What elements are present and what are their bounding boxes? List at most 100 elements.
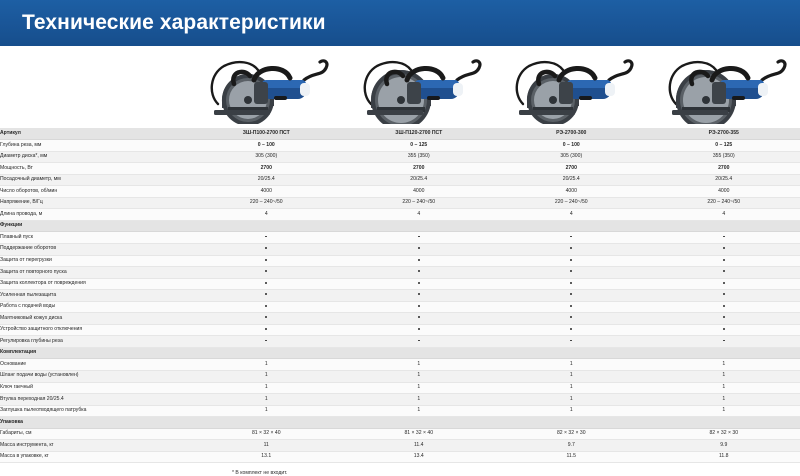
cell-r1-c2: 0 – 125 bbox=[343, 140, 496, 152]
table-row: Усиленная пылезащита bbox=[0, 290, 800, 302]
table-row: Поддержание оборотов bbox=[0, 243, 800, 255]
cell-r8-c3 bbox=[495, 220, 648, 232]
cell-r0-c4: РЭ-2700-355 bbox=[648, 128, 800, 140]
cell-r24-c4: 1 bbox=[648, 405, 800, 417]
table-row: Маятниковый кожух диска bbox=[0, 313, 800, 325]
cell-r2-c4: 355 (350) bbox=[648, 151, 800, 163]
cell-r18-c1 bbox=[190, 336, 343, 348]
feature-dot-icon bbox=[418, 340, 420, 342]
feature-dot-icon bbox=[723, 316, 725, 318]
feature-dot-icon bbox=[570, 328, 572, 330]
trigger-switch bbox=[427, 96, 440, 100]
cell-r7-c1: 4 bbox=[190, 209, 343, 221]
cell-r24-c2: 1 bbox=[343, 405, 496, 417]
cell-r14-c1 bbox=[190, 290, 343, 302]
product-image-2 bbox=[343, 46, 496, 128]
cell-r4-c2: 20/25.4 bbox=[343, 174, 496, 186]
feature-dot-icon bbox=[570, 293, 572, 295]
cell-r20-c1: 1 bbox=[190, 359, 343, 371]
trigger-switch bbox=[732, 96, 745, 100]
feature-dot-icon bbox=[265, 247, 267, 249]
cell-r25-c4 bbox=[648, 417, 800, 429]
row-label: Защита от перегрузки bbox=[0, 255, 190, 267]
motor-highlight bbox=[720, 80, 764, 88]
power-cord-icon bbox=[609, 61, 632, 80]
feature-dot-icon bbox=[723, 236, 725, 238]
cell-r23-c4: 1 bbox=[648, 394, 800, 406]
gearbox bbox=[712, 82, 726, 104]
cell-r28-c4: 11.8 bbox=[648, 451, 800, 463]
cell-r9-c2 bbox=[343, 232, 496, 244]
motor-highlight bbox=[567, 80, 611, 88]
cell-r22-c2: 1 bbox=[343, 382, 496, 394]
rear-cap bbox=[605, 83, 615, 96]
table-row: Плавный пуск bbox=[0, 232, 800, 244]
cell-r1-c1: 0 – 100 bbox=[190, 140, 343, 152]
cell-r12-c2 bbox=[343, 267, 496, 279]
product-image-1 bbox=[190, 46, 343, 128]
cell-r28-c1: 13.1 bbox=[190, 451, 343, 463]
tool-wrapper bbox=[658, 50, 790, 129]
rear-cap bbox=[300, 83, 310, 96]
cell-r19-c3 bbox=[495, 347, 648, 359]
cell-r13-c3 bbox=[495, 278, 648, 290]
cell-r26-c4: 82 × 32 × 30 bbox=[648, 428, 800, 440]
feature-dot-icon bbox=[723, 340, 725, 342]
cell-r17-c3 bbox=[495, 324, 648, 336]
cell-r15-c1 bbox=[190, 301, 343, 313]
cell-r2-c3: 305 (300) bbox=[495, 151, 648, 163]
rear-cap bbox=[453, 83, 463, 96]
section-header-row: Упаковка bbox=[0, 417, 800, 429]
feature-dot-icon bbox=[265, 293, 267, 295]
row-label: Защита коллектора от повреждения bbox=[0, 278, 190, 290]
cell-r26-c1: 81 × 32 × 40 bbox=[190, 428, 343, 440]
row-label: Комплектация bbox=[0, 347, 190, 359]
table-row: Защита коллектора от повреждения bbox=[0, 278, 800, 290]
row-label: Масса в упаковке, кг bbox=[0, 451, 190, 463]
feature-dot-icon bbox=[418, 270, 420, 272]
feature-dot-icon bbox=[418, 282, 420, 284]
feature-dot-icon bbox=[570, 305, 572, 307]
feature-dot-icon bbox=[265, 305, 267, 307]
feature-dot-icon bbox=[265, 328, 267, 330]
cell-r9-c3 bbox=[495, 232, 648, 244]
cell-r16-c2 bbox=[343, 313, 496, 325]
feature-dot-icon bbox=[418, 328, 420, 330]
cell-r14-c4 bbox=[648, 290, 800, 302]
section-header-row: Функции bbox=[0, 220, 800, 232]
cell-r11-c2 bbox=[343, 255, 496, 267]
cell-r16-c1 bbox=[190, 313, 343, 325]
cell-r7-c2: 4 bbox=[343, 209, 496, 221]
cell-r0-c1: ЗШ-П100-2700 ПСТ bbox=[190, 128, 343, 140]
cell-r28-c3: 11.5 bbox=[495, 451, 648, 463]
trigger-switch bbox=[579, 96, 592, 100]
section-header-row: Комплектация bbox=[0, 347, 800, 359]
cell-r19-c1 bbox=[190, 347, 343, 359]
motor-highlight bbox=[262, 80, 306, 88]
row-label: Поддержание оборотов bbox=[0, 243, 190, 255]
feature-dot-icon bbox=[723, 293, 725, 295]
cell-r16-c4 bbox=[648, 313, 800, 325]
row-label: Основание bbox=[0, 359, 190, 371]
page-header: Технические характеристики bbox=[0, 0, 800, 46]
cell-r12-c4 bbox=[648, 267, 800, 279]
cell-r7-c3: 4 bbox=[495, 209, 648, 221]
feature-dot-icon bbox=[418, 305, 420, 307]
power-cord-icon bbox=[457, 61, 480, 80]
table-row: Защита от перегрузки bbox=[0, 255, 800, 267]
cell-r21-c4: 1 bbox=[648, 370, 800, 382]
footnote: * В комплект не входит. bbox=[0, 470, 800, 476]
cell-r15-c3 bbox=[495, 301, 648, 313]
feature-dot-icon bbox=[418, 316, 420, 318]
blade-arbor bbox=[549, 96, 557, 104]
cell-r8-c4 bbox=[648, 220, 800, 232]
cell-r14-c2 bbox=[343, 290, 496, 302]
feature-dot-icon bbox=[265, 270, 267, 272]
cell-r4-c4: 20/25.4 bbox=[648, 174, 800, 186]
row-label: Ключ гаечный bbox=[0, 382, 190, 394]
table-row: Устройство защитного отключения bbox=[0, 324, 800, 336]
